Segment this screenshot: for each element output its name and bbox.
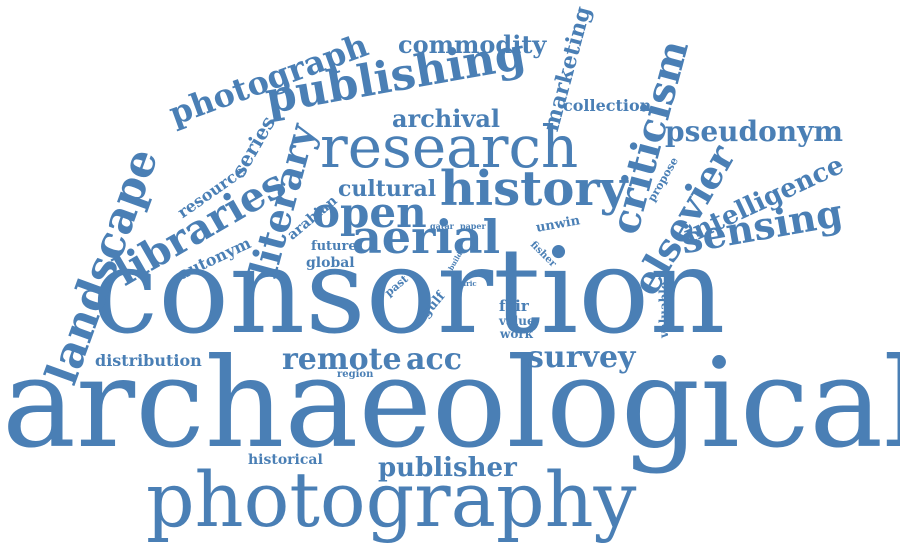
- word-photography: photography: [146, 455, 637, 544]
- word-survey: survey: [527, 340, 636, 375]
- word-history: history: [440, 161, 628, 217]
- word-aerial: aerial: [352, 210, 501, 264]
- word-future: future: [311, 239, 357, 254]
- word-consortion: consortion: [92, 222, 726, 360]
- word-open: open: [312, 188, 427, 237]
- word-jaric: jaric: [459, 279, 477, 288]
- word-acc: acc: [406, 342, 462, 377]
- word-remote: remote: [282, 342, 402, 377]
- word-distribution: distribution: [95, 351, 202, 370]
- word-work: work: [500, 327, 533, 341]
- word-archaeological: archaeological: [2, 332, 900, 476]
- word-historical: historical: [248, 452, 323, 468]
- word-region: region: [337, 369, 374, 380]
- word-fair: fair: [499, 297, 529, 315]
- word-value: value: [499, 314, 535, 328]
- word-qatar: qatar: [430, 221, 454, 231]
- word-paper: paper: [460, 221, 486, 231]
- word-valuable: valuable: [657, 281, 671, 338]
- word-archival: archival: [392, 104, 500, 133]
- word-collection: collection: [563, 96, 652, 115]
- word-global: global: [306, 255, 355, 271]
- word-pseudonym: pseudonym: [665, 115, 844, 148]
- word-cultural: cultural: [338, 176, 437, 202]
- word-publisher: publisher: [378, 453, 517, 483]
- word-commodity: commodity: [398, 30, 547, 59]
- word-research: research: [320, 113, 579, 181]
